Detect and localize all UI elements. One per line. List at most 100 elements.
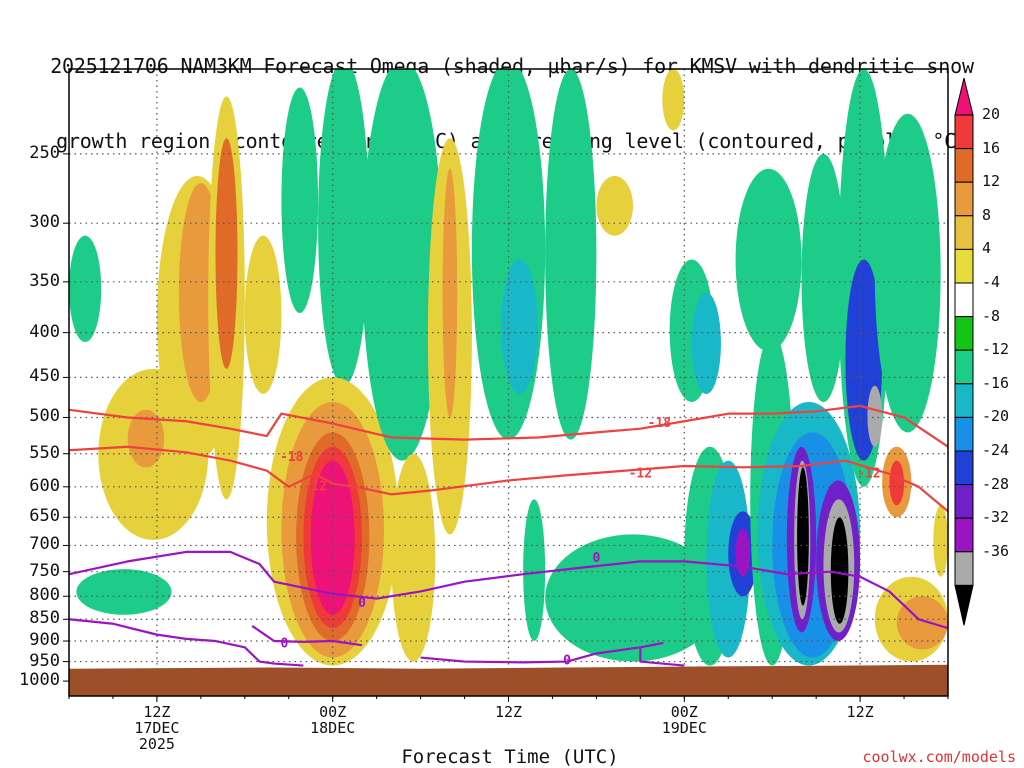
y-tick-label: 350: [29, 270, 60, 291]
freezing-label-2: 0: [592, 551, 600, 566]
colorbar-swatch-3: [954, 181, 974, 217]
dendritic-label-1: -18: [648, 416, 672, 431]
omega-region-25: [596, 176, 634, 236]
omega-region-23: [523, 499, 546, 642]
axis-ticks: [63, 153, 949, 702]
y-tick-label: 900: [29, 630, 60, 650]
y-tick-label: 450: [29, 366, 60, 387]
dendritic-label-2: -12: [629, 467, 652, 482]
omega-region-47: [874, 113, 941, 433]
omega-region-22: [545, 69, 597, 440]
colorbar-swatch-1: [954, 114, 974, 150]
colorbar-label: -4: [982, 273, 1001, 291]
x-tick-label-line: 00Z: [319, 703, 347, 721]
omega-region-33: [735, 168, 802, 352]
colorbar-label: -8: [982, 306, 1001, 325]
omega-region-42: [830, 517, 849, 624]
omega-region-49: [889, 460, 905, 506]
omega-region-30: [706, 460, 751, 658]
colorbar-label: -20: [982, 407, 1010, 426]
colorbar-swatch-5: [954, 248, 974, 284]
colorbar-bottom-arrow: [954, 584, 974, 626]
freezing-contour-0: [69, 550, 948, 630]
freezing-contour-2: [251, 625, 363, 647]
colorbar-swatch-14: [954, 551, 974, 586]
colorbar-swatch-6: [954, 282, 974, 318]
terrain-ground: [69, 664, 948, 696]
x-tick-label-line: 12Z: [846, 703, 874, 721]
omega-region-21: [501, 259, 538, 394]
colorbar-label: 12: [982, 172, 1001, 191]
colorbar-label: -16: [982, 373, 1010, 392]
colorbar-label: 8: [982, 205, 992, 224]
freezing-label-3: 0: [563, 654, 571, 669]
freezing-label-0: 0: [358, 596, 366, 611]
colorbar-swatch-7: [954, 316, 974, 351]
omega-region-10: [318, 69, 370, 386]
omega-shading: [69, 69, 948, 666]
omega-region-19: [442, 168, 458, 418]
x-tick-label-line: 19DEC: [661, 719, 707, 737]
colorbar-label: -36: [982, 541, 1010, 560]
x-tick-label: 00Z 18DEC: [288, 704, 378, 736]
x-axis-title: Forecast Time (UTC): [401, 746, 619, 768]
colorbar-label: 16: [982, 138, 1001, 157]
omega-region-32: [735, 528, 751, 577]
grid-lines: [69, 69, 948, 696]
omega-region-17: [391, 453, 436, 662]
colorbar-swatch-2: [954, 148, 974, 183]
colorbar-label: -24: [982, 441, 1010, 459]
y-tick-label: 800: [29, 585, 60, 606]
omega-region-0: [69, 235, 102, 343]
y-tick-label: 400: [29, 321, 60, 342]
contour-lines: -18 -18 -12 -12 -12 0 0 0 0: [69, 404, 948, 669]
ground-fill: [69, 664, 948, 696]
omega-region-1: [76, 569, 172, 615]
colorbar-label: 4: [982, 239, 992, 258]
y-tick-label: 750: [29, 560, 60, 581]
source-credit: coolwx.com/models: [862, 748, 1016, 766]
y-tick-label: 250: [29, 142, 60, 163]
x-tick-label-line: 12Z: [494, 703, 523, 721]
colorbar-swatch-13: [954, 517, 974, 553]
omega-region-3: [127, 409, 165, 468]
dendritic-label-0: -18: [280, 450, 304, 465]
x-tick-label: 12Z: [815, 704, 905, 720]
colorbar-swatch-8: [954, 349, 974, 385]
omega-region-16: [362, 69, 443, 461]
y-tick-label: 700: [29, 534, 60, 555]
colorbar-swatch-12: [954, 484, 974, 519]
y-tick-label: 650: [29, 506, 60, 527]
omega-region-43: [801, 153, 846, 402]
y-tick-label: 500: [29, 406, 60, 427]
dendritic-label-4: -12: [303, 480, 326, 495]
y-tick-label: 300: [29, 212, 60, 233]
x-tick-label: 00Z 19DEC: [639, 704, 729, 736]
freezing-contour-1: [69, 618, 304, 667]
omega-region-28: [691, 292, 721, 394]
freezing-label-1: 0: [280, 636, 288, 651]
omega-region-52: [933, 505, 948, 577]
colorbar-label: 20: [982, 105, 1001, 123]
omega-region-39: [797, 467, 809, 606]
colorbar-swatch-11: [954, 450, 974, 486]
x-tick-label: 12Z 17DEC 2025: [112, 704, 202, 752]
x-tick-label-line: 00Z: [670, 703, 698, 721]
colorbar-top-arrow: [954, 77, 974, 116]
x-tick-label-line: 2025: [138, 735, 175, 753]
colorbar-swatch-10: [954, 416, 974, 452]
y-tick-label: 850: [29, 608, 60, 629]
colorbar: [954, 77, 974, 626]
dendritic-contour-0: [69, 404, 948, 448]
omega-region-9: [281, 87, 319, 314]
omega-region-46: [867, 385, 883, 447]
x-tick-label-line: 18DEC: [310, 719, 356, 737]
y-tick-label: 1000: [19, 670, 60, 691]
y-tick-label: 600: [29, 475, 60, 496]
colorbar-label: -12: [982, 340, 1010, 359]
colorbar-label: -32: [982, 508, 1010, 527]
omega-region-7: [215, 138, 238, 369]
dendritic-contour-1: [69, 445, 948, 513]
y-tick-label: 550: [29, 442, 60, 463]
